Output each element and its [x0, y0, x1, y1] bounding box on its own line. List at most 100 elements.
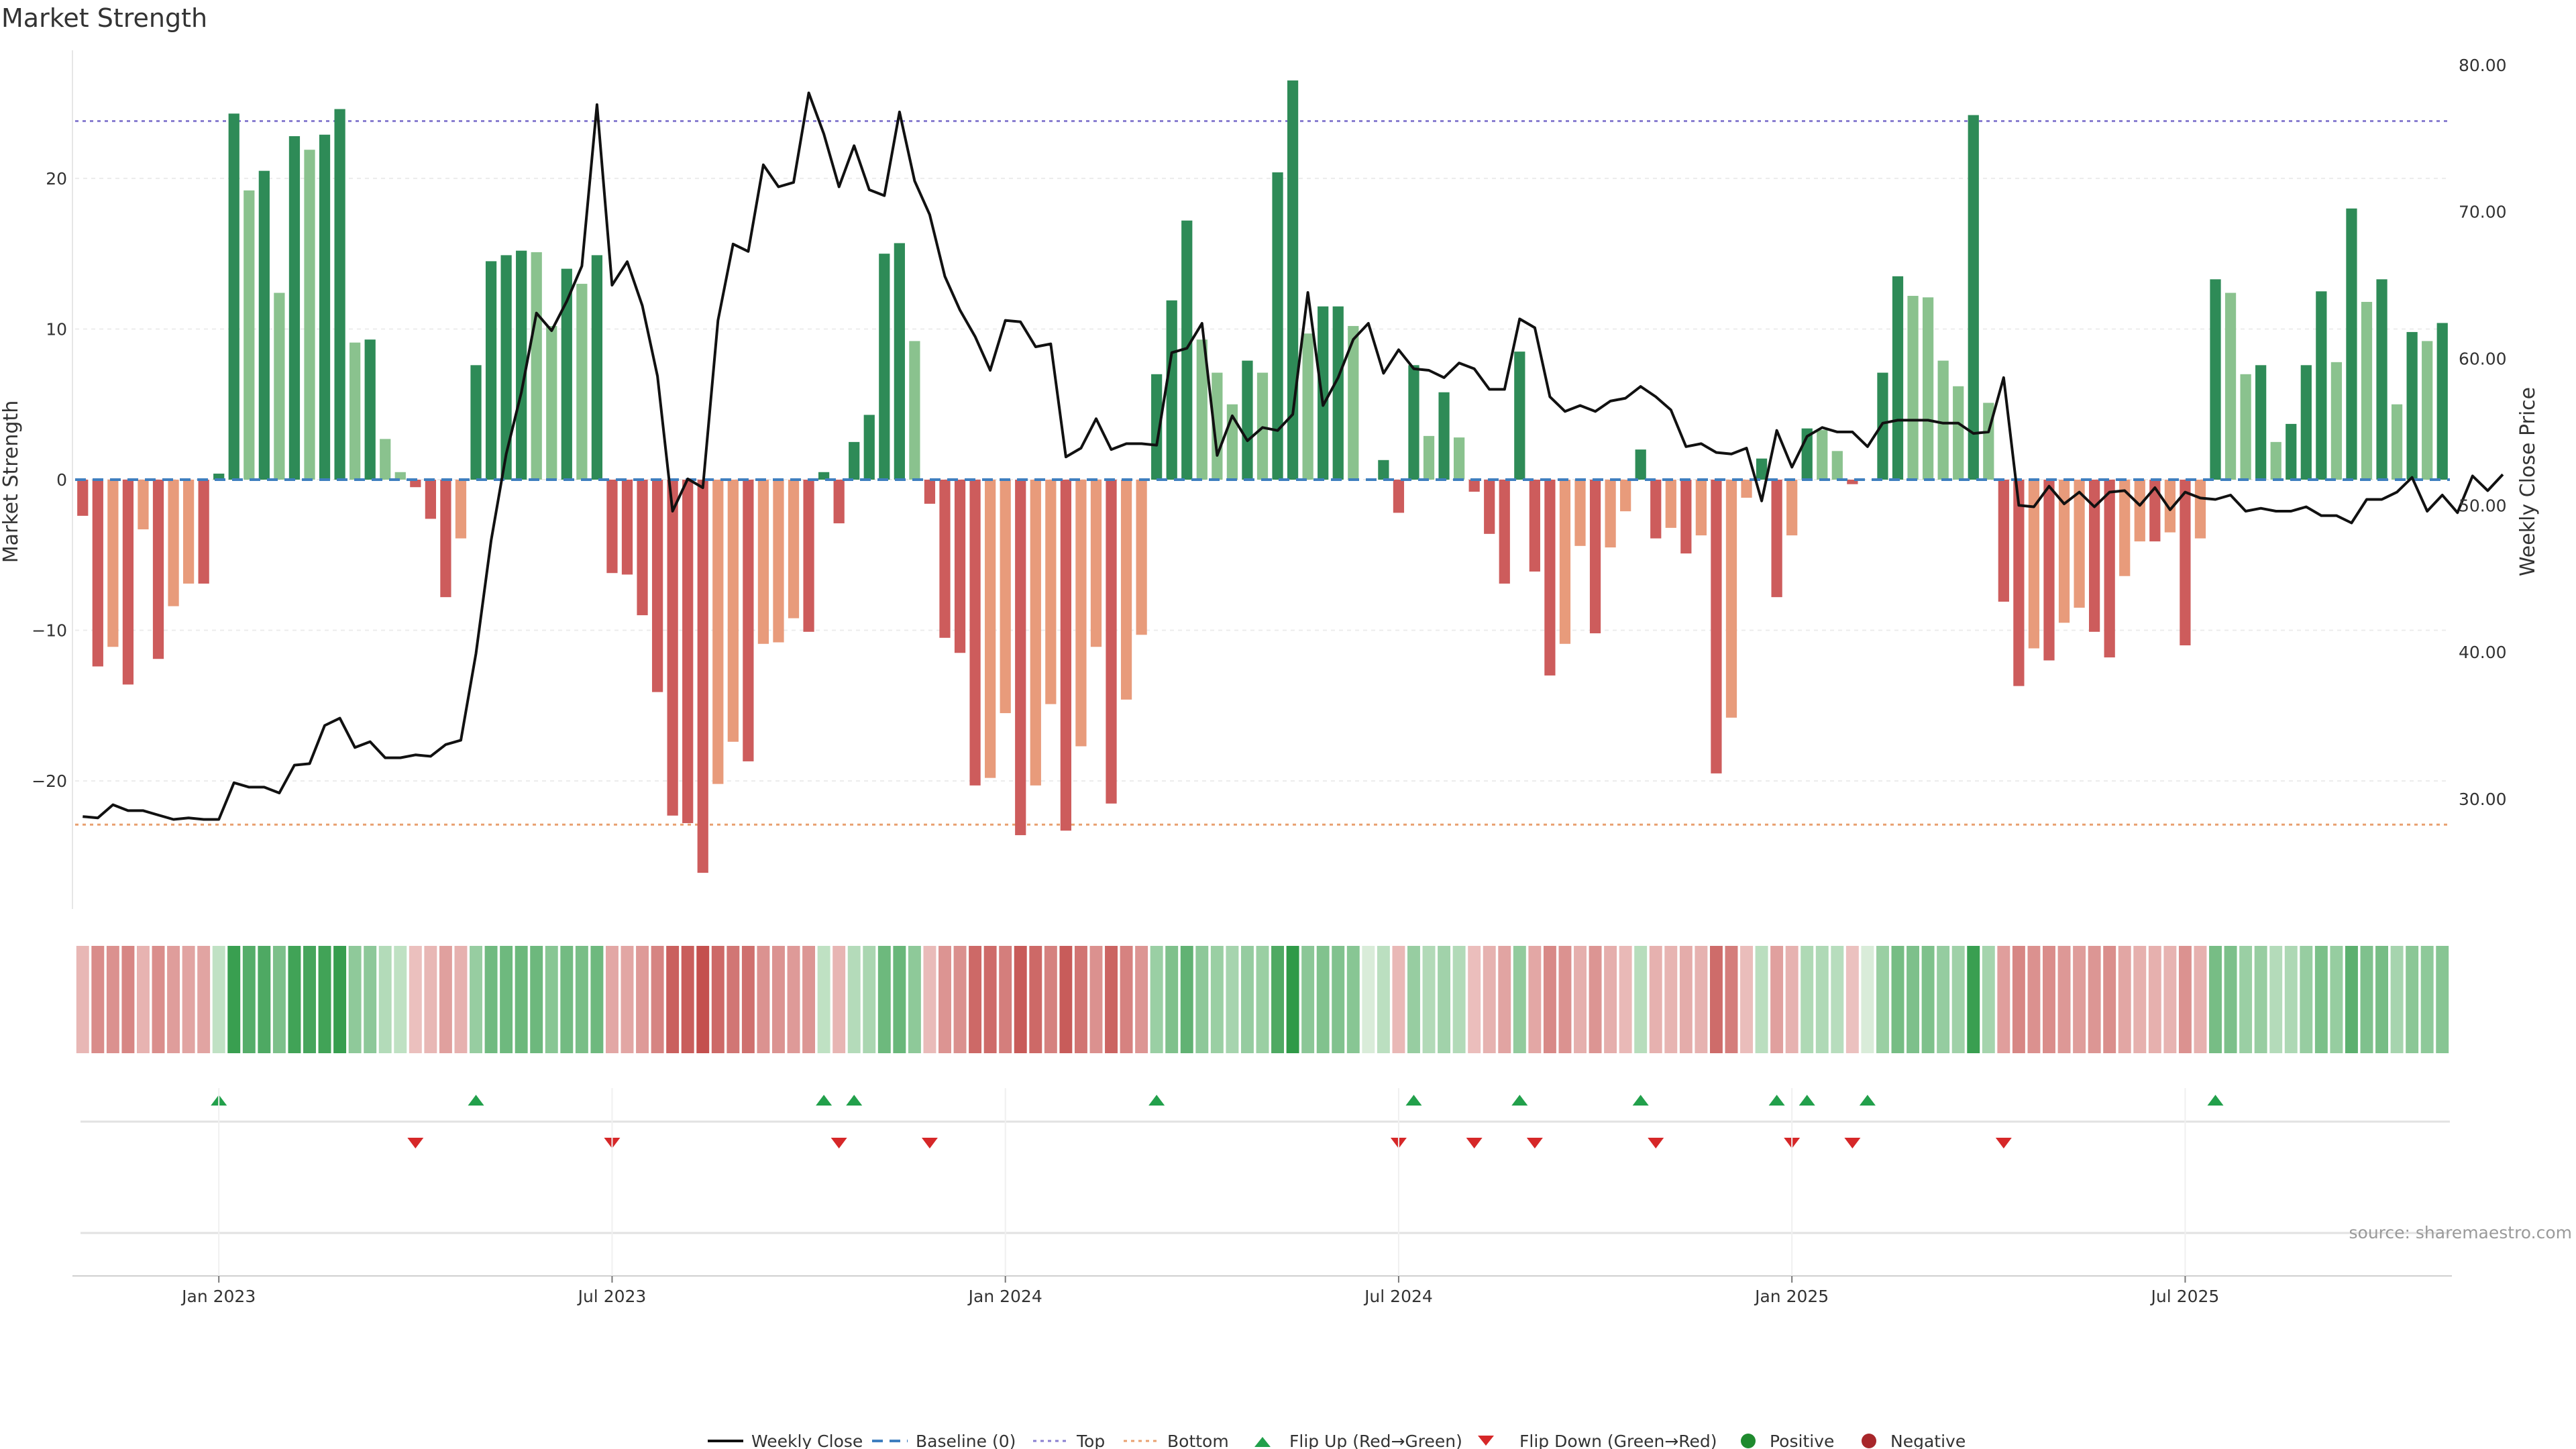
x-axis: Jan 2023 Jul 2023 Jan 2024 Jul 2024 Jan 2025… — [72, 1088, 2452, 1306]
strength-bar — [2240, 374, 2251, 480]
chart-title: Market Strength — [1, 3, 207, 33]
heat-cell — [908, 946, 921, 1053]
heat-cell — [999, 946, 1012, 1053]
flip-up-marker — [2207, 1095, 2224, 1106]
legend-negative-icon — [1862, 1434, 1876, 1448]
strength-bar — [1605, 480, 1616, 548]
heat-cell — [333, 946, 347, 1053]
strength-bar — [1589, 480, 1601, 634]
heat-cell — [1346, 946, 1360, 1053]
legend-bottom: Bottom — [1167, 1432, 1229, 1449]
flip-up-marker — [1148, 1095, 1165, 1106]
source-note: source: sharemaestro.com — [2349, 1223, 2573, 1242]
strength-bar — [2119, 480, 2131, 576]
strength-bar — [954, 480, 966, 653]
strength-bar — [1892, 276, 1904, 480]
strength-bar — [1423, 435, 1435, 480]
strength-bar — [1968, 115, 1979, 480]
heat-cell — [288, 946, 301, 1053]
heat-cell — [1845, 946, 1859, 1053]
heat-cell — [2436, 946, 2449, 1053]
heat-cell — [2088, 946, 2101, 1053]
heat-cell — [1619, 946, 1632, 1053]
heat-cell — [1740, 946, 1753, 1053]
strength-bar — [2028, 480, 2040, 649]
strength-bar — [410, 480, 421, 488]
heat-cell — [817, 946, 830, 1053]
strength-bar — [1756, 458, 1768, 480]
flip-down-marker — [1648, 1138, 1664, 1148]
heat-cell — [560, 946, 574, 1053]
strength-bar — [2255, 365, 2267, 480]
strength-bar — [516, 250, 527, 480]
strength-bar — [924, 480, 936, 504]
strength-bar — [2436, 323, 2448, 480]
heat-cell — [1634, 946, 1648, 1053]
strength-bar — [757, 480, 769, 644]
strength-bar — [2043, 480, 2055, 661]
x-tick-label: Jul 2024 — [1363, 1287, 1433, 1306]
strength-bar — [621, 480, 633, 575]
strength-bar — [1680, 480, 1692, 554]
strength-bar — [894, 243, 905, 480]
heat-cell — [1861, 946, 1874, 1053]
heat-cell — [2345, 946, 2358, 1053]
heat-cell — [1105, 946, 1118, 1053]
strength-bar — [1786, 480, 1798, 536]
heat-cell — [545, 946, 558, 1053]
strength-bar — [546, 325, 557, 480]
strength-bar — [1529, 480, 1540, 572]
heat-cell — [1543, 946, 1556, 1053]
strength-bar — [1242, 360, 1253, 480]
heat-cell — [470, 946, 482, 1053]
x-tick-label: Jan 2023 — [180, 1287, 256, 1306]
heat-cell — [1513, 946, 1526, 1053]
strength-bar — [1877, 372, 1888, 480]
heat-cell — [1332, 946, 1345, 1053]
legend-positive-icon — [1741, 1434, 1756, 1448]
heat-cell — [1059, 946, 1073, 1053]
strength-bars — [77, 80, 2448, 873]
heat-cell — [2209, 946, 2222, 1053]
heat-cell — [1180, 946, 1193, 1053]
strength-bar — [2391, 404, 2403, 480]
x-tick-label: Jul 2023 — [577, 1287, 647, 1306]
weekly-close-line — [83, 91, 2504, 821]
strength-bar — [712, 480, 724, 784]
strength-bar — [138, 480, 149, 530]
heat-cell — [2314, 946, 2328, 1053]
heat-cell — [1120, 946, 1133, 1053]
strength-bar — [350, 342, 361, 480]
flip-down-marker — [1995, 1138, 2012, 1148]
strength-bar — [2194, 480, 2206, 539]
heat-cell — [2330, 946, 2343, 1053]
strength-bar — [849, 441, 860, 480]
strength-bar — [1378, 460, 1389, 480]
strength-bar — [1937, 360, 1949, 480]
strength-bar — [152, 480, 164, 659]
strength-bar — [651, 480, 663, 692]
strength-bar — [1650, 480, 1662, 539]
strength-bar — [2286, 423, 2297, 480]
heat-cell — [394, 946, 407, 1053]
heat-cell — [1468, 946, 1481, 1053]
legend-positive: Positive — [1770, 1432, 1834, 1449]
heat-cell — [2254, 946, 2267, 1053]
strength-bar — [122, 480, 134, 685]
flip-down-marker — [1844, 1138, 1861, 1148]
strength-bar — [1620, 480, 1631, 512]
heat-cell — [2360, 946, 2373, 1053]
heat-cell — [1362, 946, 1375, 1053]
strength-bar — [833, 480, 845, 524]
right-tick-label: 60.00 — [2459, 349, 2507, 368]
right-tick-label: 80.00 — [2459, 56, 2507, 75]
strength-bar — [2346, 208, 2357, 480]
strength-bar — [364, 339, 376, 480]
strength-bar — [1847, 480, 1858, 484]
heat-cell — [1558, 946, 1572, 1053]
heat-cell — [318, 946, 331, 1053]
heat-cell — [1301, 946, 1315, 1053]
heat-cell — [787, 946, 800, 1053]
heat-cell — [91, 946, 105, 1053]
x-tick-label: Jan 2024 — [967, 1287, 1042, 1306]
